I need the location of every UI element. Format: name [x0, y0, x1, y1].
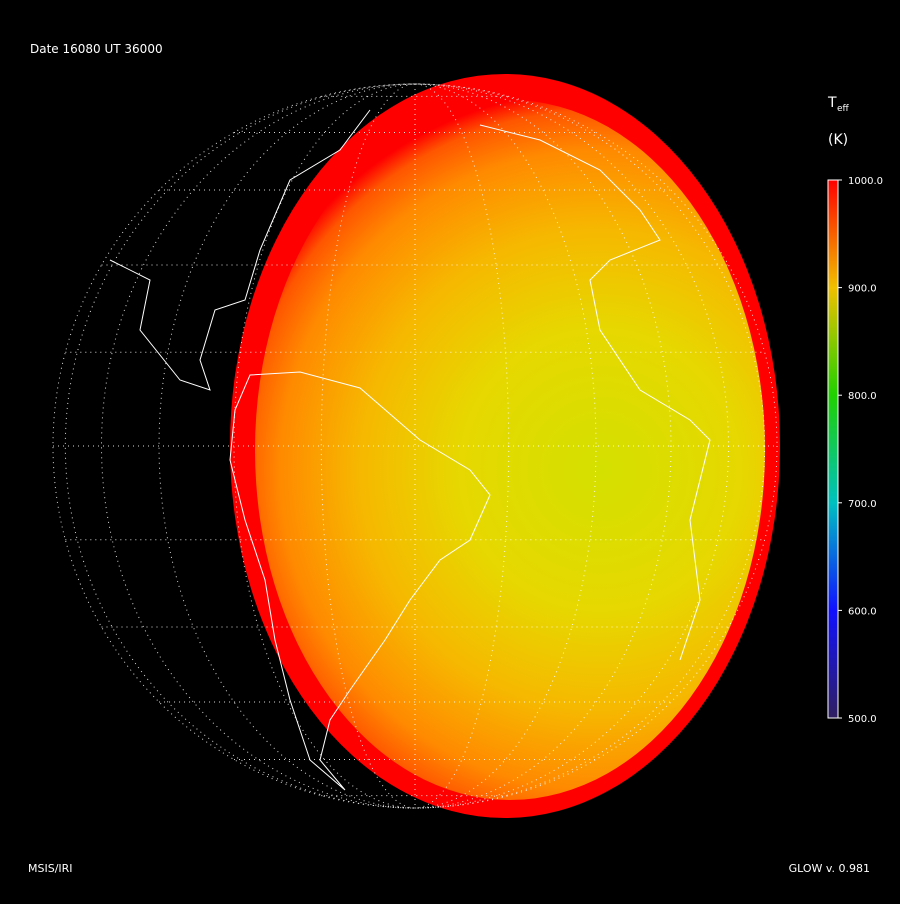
temperature-field	[230, 74, 780, 818]
date-label: Date 16080 UT 36000	[30, 42, 163, 56]
colorbar-tick-label: 500.0	[848, 714, 877, 725]
colorbar-tick-label: 700.0	[848, 499, 877, 510]
coastlines	[109, 109, 711, 791]
colorbar-title: T	[827, 95, 837, 111]
colorbar-tick-label: 900.0	[848, 284, 877, 295]
version-label: GLOW v. 0.981	[789, 862, 870, 875]
meridian	[233, 83, 597, 809]
africa	[479, 124, 711, 661]
graticule	[52, 83, 778, 809]
colorbar-tick-label: 800.0	[848, 391, 877, 402]
model-label: MSIS/IRI	[28, 862, 73, 875]
field	[255, 100, 765, 800]
south-america	[229, 371, 491, 791]
north-america	[109, 109, 371, 391]
colorbar-title-sub: eff	[837, 104, 850, 114]
colorbar-tick-label: 600.0	[848, 606, 877, 617]
meridian	[158, 83, 672, 809]
colorbar-tick-label: 1000.0	[848, 176, 883, 187]
colorbar	[827, 179, 839, 719]
colorbar-unit: (K)	[828, 132, 848, 148]
meridian	[64, 83, 766, 809]
